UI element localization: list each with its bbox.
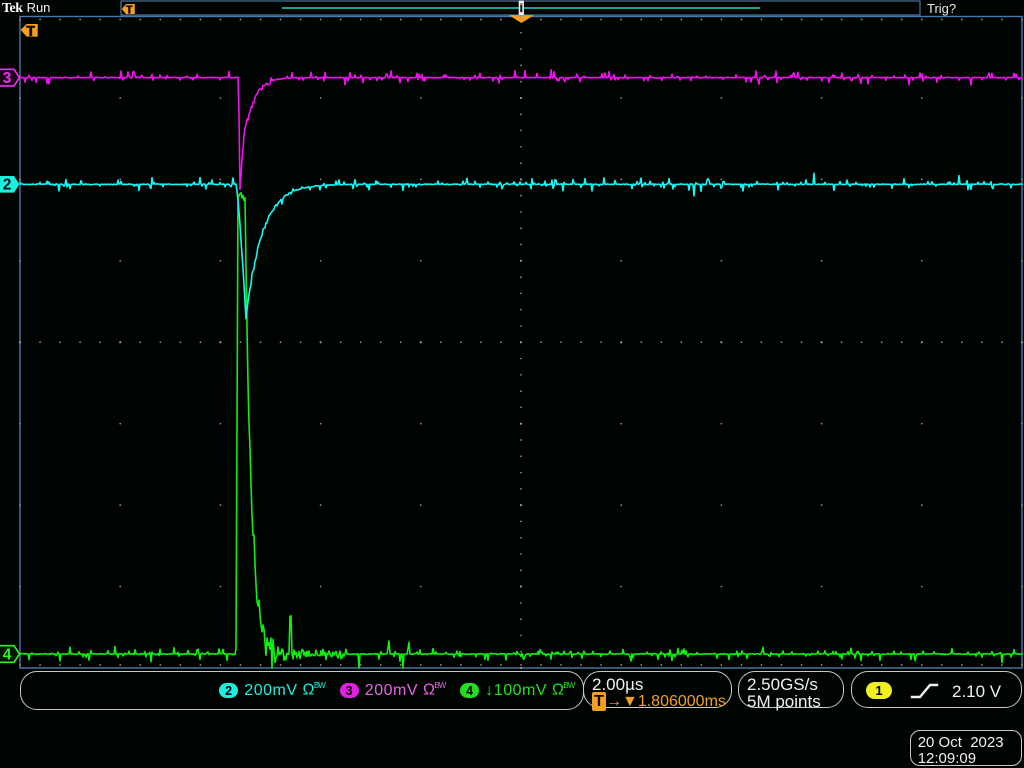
svg-text:2: 2 <box>3 177 12 194</box>
svg-text:4: 4 <box>3 646 12 663</box>
svg-text:3: 3 <box>3 70 12 87</box>
